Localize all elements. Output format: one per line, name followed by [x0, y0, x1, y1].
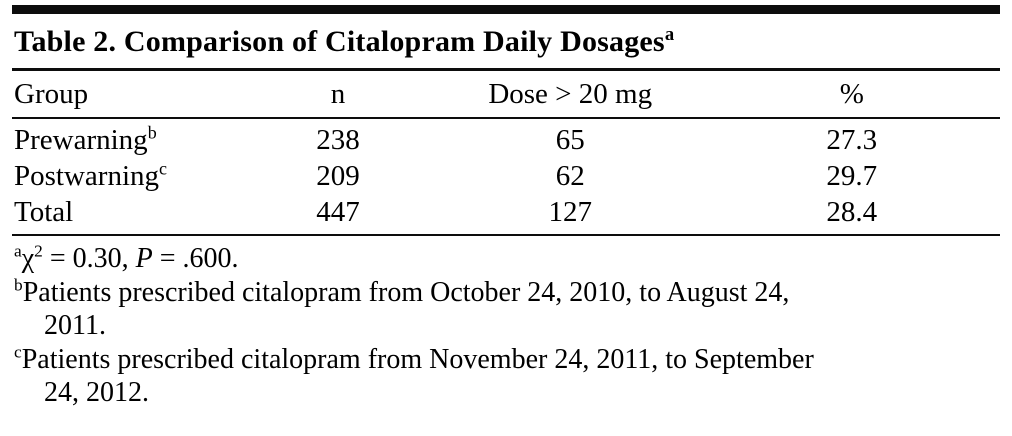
row-n: 209 [316, 160, 360, 192]
header-divider [12, 117, 1000, 119]
group-label: Prewarning [14, 124, 148, 156]
row-n: 447 [316, 196, 360, 228]
body-divider [12, 234, 1000, 236]
table-row: Total 447 127 28.4 [12, 194, 1000, 230]
row-group: Total [12, 194, 239, 230]
table-row: Postwarningc 209 62 29.7 [12, 158, 1000, 194]
table-title-text: Table 2. Comparison of Citalopram Daily … [14, 25, 665, 58]
footnote-c: cPatients prescribed citalopram from Nov… [14, 343, 998, 409]
footnote-a-marker: a [14, 241, 22, 261]
row-dose: 65 [555, 124, 585, 156]
table-header-row: Group n Dose > 20 mg % [12, 71, 1000, 117]
group-superscript: b [147, 122, 157, 143]
top-rule [12, 5, 1000, 14]
row-percent: 27.3 [826, 124, 878, 156]
footnote-b-line1: bPatients prescribed citalopram from Oct… [14, 276, 998, 309]
row-dose: 127 [548, 196, 592, 228]
row-percent: 29.7 [826, 160, 878, 192]
group-superscript: c [159, 158, 167, 179]
footnote-b-text: Patients prescribed citalopram from Octo… [22, 277, 790, 308]
row-percent: 28.4 [826, 196, 878, 228]
footnote-a: aχ2 = 0.30, P = .600. [14, 242, 998, 275]
p-value: = .600. [152, 243, 239, 274]
footnote-b: bPatients prescribed citalopram from Oct… [14, 276, 998, 342]
footnote-b-line2: 2011. [44, 310, 106, 341]
footnote-c-line2: 24, 2012. [44, 377, 149, 408]
table-title: Table 2. Comparison of Citalopram Daily … [12, 14, 1000, 68]
group-label: Total [14, 196, 74, 228]
header-group: Group [14, 78, 89, 110]
header-dose: Dose > 20 mg [488, 78, 653, 110]
header-percent: % [839, 78, 864, 110]
chi-symbol: χ [21, 243, 35, 274]
row-dose: 62 [555, 160, 585, 192]
footnote-c-marker: c [14, 342, 22, 362]
footnote-c-text: Patients prescribed citalopram from Nove… [21, 344, 814, 375]
chi-value: = 0.30, [42, 243, 136, 274]
header-n: n [330, 78, 346, 110]
table-body: Prewarningb 238 65 27.3 Postwarningc 209… [12, 119, 1000, 234]
row-group: Postwarningc [12, 158, 239, 194]
table-title-superscript: a [664, 24, 675, 45]
group-label: Postwarning [14, 160, 159, 192]
footnote-b-marker: b [14, 275, 23, 295]
footnotes: aχ2 = 0.30, P = .600. bPatients prescrib… [12, 236, 1000, 409]
row-n: 238 [316, 124, 360, 156]
footnote-c-line1: cPatients prescribed citalopram from Nov… [14, 343, 998, 376]
table-row: Prewarningb 238 65 27.3 [12, 122, 1000, 158]
row-group: Prewarningb [12, 122, 239, 158]
p-symbol: P [135, 243, 153, 274]
title-divider [12, 68, 1000, 71]
chi-exponent: 2 [34, 241, 43, 261]
